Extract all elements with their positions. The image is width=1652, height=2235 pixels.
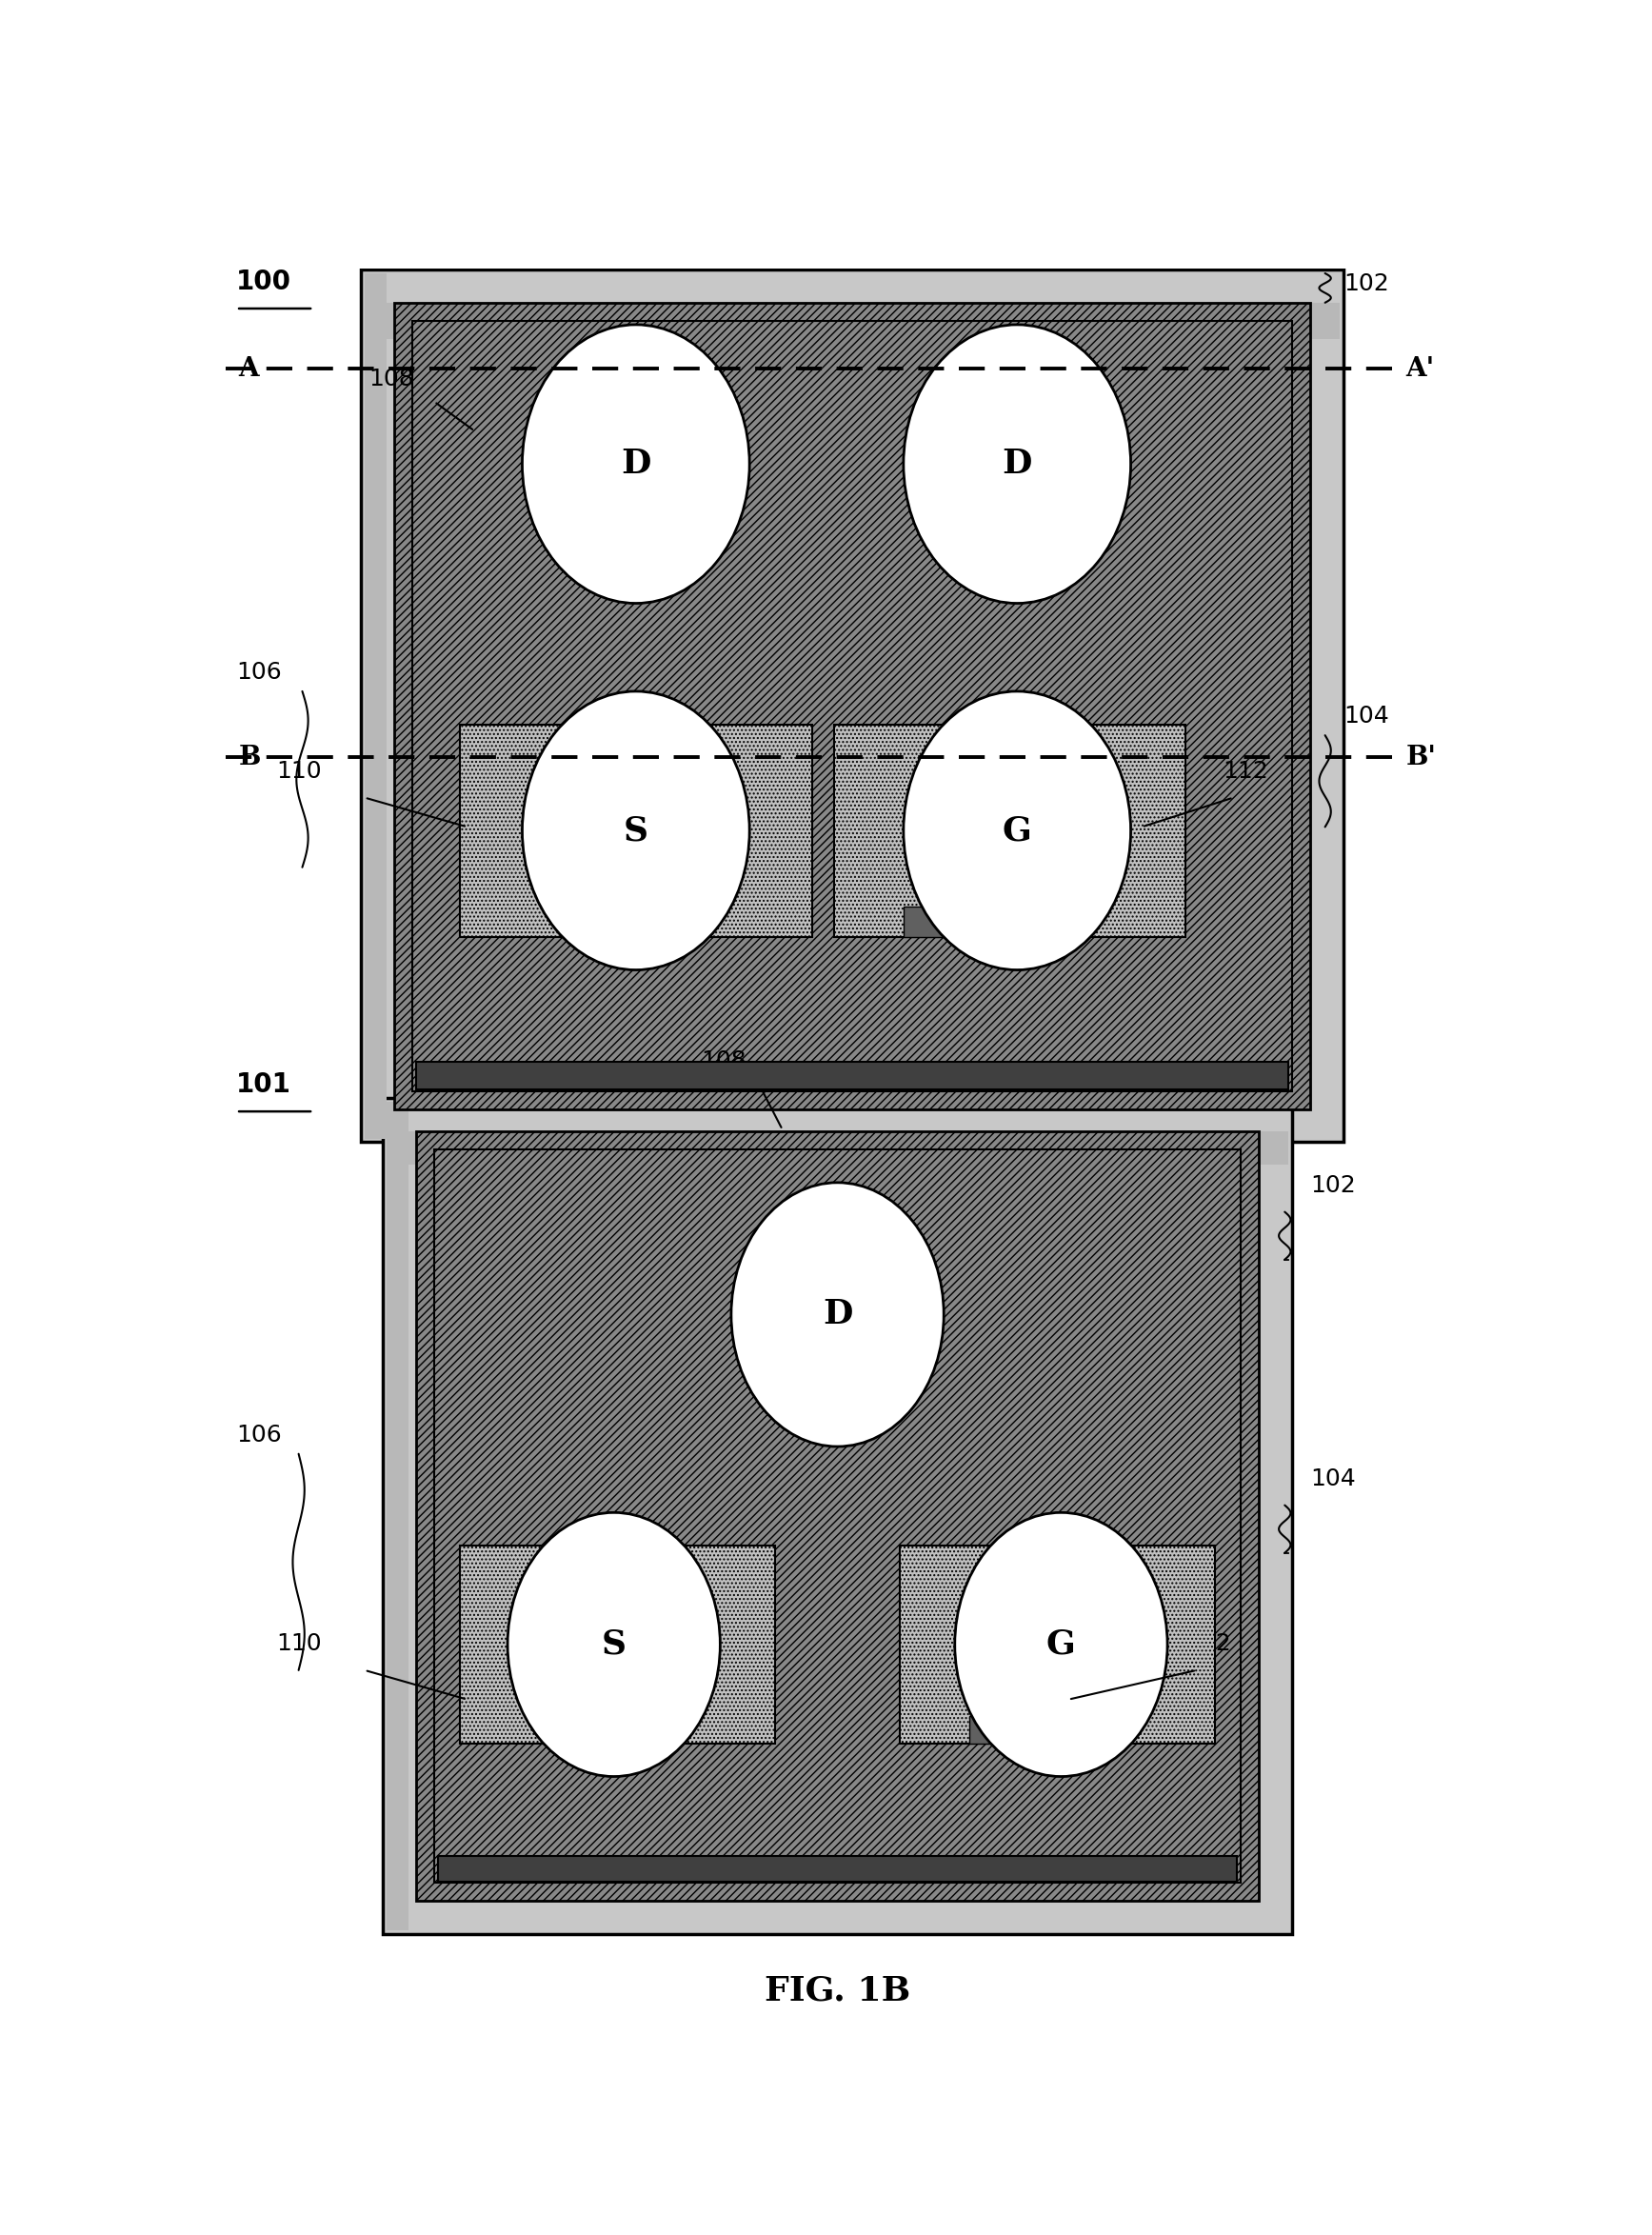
Text: 108: 108 [700,1050,747,1073]
Bar [834,724,1186,936]
Text: 110: 110 [276,1632,322,1656]
Bar [900,1547,1216,1743]
Text: B': B' [1406,744,1436,771]
Ellipse shape [732,1182,943,1446]
Text: 112: 112 [1222,760,1267,782]
Bar [387,1102,408,1931]
Ellipse shape [522,691,750,970]
Text: G: G [1003,814,1032,847]
Text: A: A [238,355,259,382]
Bar [365,273,387,1138]
Bar [393,302,1310,1109]
Bar [365,302,1340,340]
Text: 102: 102 [1343,273,1389,295]
Text: D: D [621,447,651,481]
Bar [904,905,966,936]
Text: S: S [601,1629,626,1661]
Text: B: B [238,744,261,771]
Text: 104: 104 [1343,704,1389,729]
Ellipse shape [955,1513,1168,1777]
Bar [413,322,1292,1091]
Text: 102: 102 [1310,1173,1356,1198]
Text: 101: 101 [236,1071,291,1097]
Text: 104: 104 [1310,1468,1356,1491]
Bar [416,1131,1259,1902]
Text: FIG. 1B: FIG. 1B [765,1974,910,2007]
Text: 106: 106 [236,1424,282,1446]
Bar [360,270,1343,1142]
Text: 100: 100 [236,268,291,295]
Bar [387,1131,1289,1164]
Bar [416,1131,1259,1902]
Bar [970,1716,1028,1743]
Text: A': A' [1406,355,1434,382]
Bar [383,1097,1292,1933]
Bar [459,1547,775,1743]
Text: S: S [623,814,648,847]
Bar [900,1547,1216,1743]
Ellipse shape [904,324,1130,603]
Ellipse shape [507,1513,720,1777]
Text: G: G [1046,1629,1075,1661]
Bar [459,1547,775,1743]
Ellipse shape [522,324,750,603]
Bar [438,1855,1237,1882]
Bar [393,302,1310,1109]
Bar [459,724,811,936]
Text: 112: 112 [1186,1632,1231,1656]
Bar [834,724,1186,936]
Bar [416,1062,1289,1088]
Text: D: D [823,1299,852,1330]
Text: 106: 106 [236,662,282,684]
Text: 110: 110 [276,760,322,782]
Text: 108: 108 [368,369,413,391]
Text: FIG. 1A: FIG. 1A [780,1182,923,1216]
Text: D: D [1003,447,1032,481]
Ellipse shape [904,691,1130,970]
Bar [459,724,811,936]
Bar [434,1149,1241,1882]
